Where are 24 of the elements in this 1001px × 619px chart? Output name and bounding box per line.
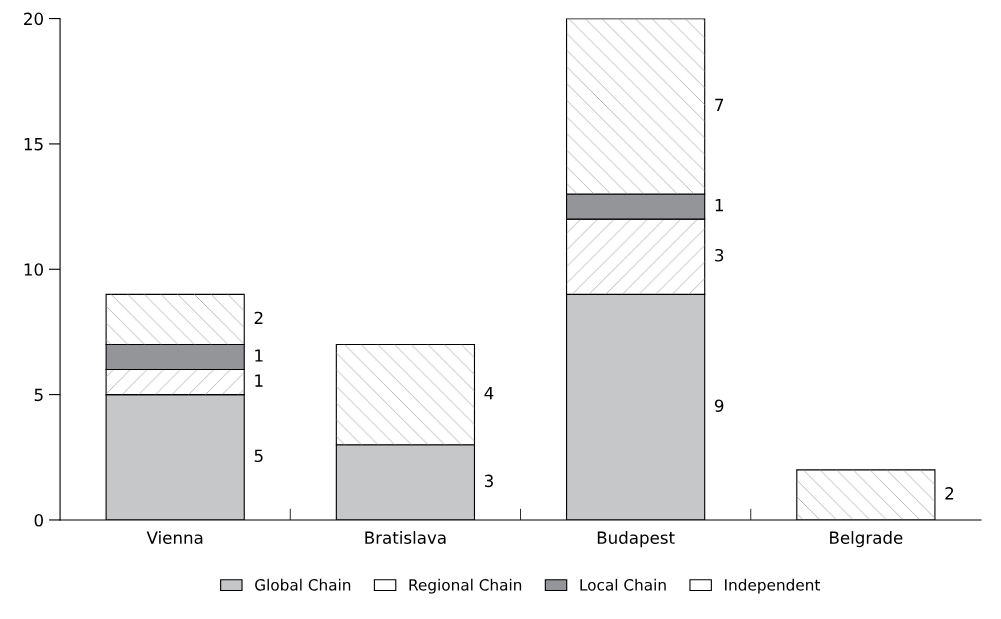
- legend-label: Global Chain: [255, 578, 351, 591]
- data-label: 9: [714, 399, 724, 412]
- data-label: 1: [255, 349, 263, 362]
- legend-label: Regional Chain: [409, 578, 522, 594]
- y-tick-label: 15: [24, 138, 43, 151]
- y-tick-label: 10: [24, 263, 43, 276]
- data-label: 7: [715, 98, 724, 111]
- data-label: 2: [945, 487, 954, 500]
- x-tick-label: Belgrade: [830, 531, 903, 548]
- y-tick-label: 5: [34, 388, 43, 402]
- data-label: 3: [484, 474, 493, 488]
- data-label: 4: [484, 387, 494, 400]
- data-label: 3: [715, 248, 724, 262]
- x-tick-label: Budapest: [597, 531, 675, 548]
- y-tick-label: 20: [24, 12, 43, 26]
- legend-label: Independent: [725, 578, 821, 594]
- data-label: 1: [255, 374, 263, 387]
- x-tick-label: Bratislava: [365, 531, 446, 544]
- data-label: 5: [254, 449, 263, 463]
- x-tick-label: Vienna: [146, 531, 203, 544]
- data-label: 1: [715, 199, 723, 212]
- legend-label: Local Chain: [580, 578, 666, 591]
- y-tick-label: 0: [34, 513, 43, 527]
- data-label: 2: [254, 311, 263, 324]
